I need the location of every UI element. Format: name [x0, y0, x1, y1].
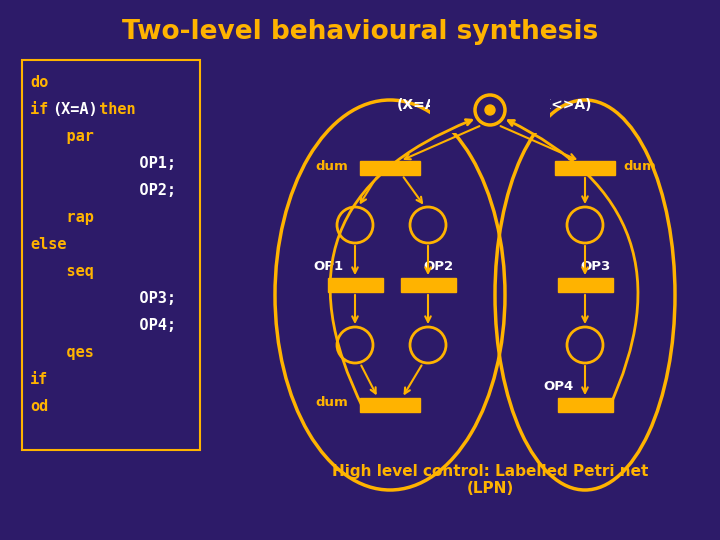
Text: (X<>A): (X<>A) — [534, 98, 592, 112]
Circle shape — [567, 207, 603, 243]
Text: OP2: OP2 — [423, 260, 453, 273]
Bar — [360, 398, 420, 412]
Text: High level control: Labelled Petri net
(LPN): High level control: Labelled Petri net (… — [332, 464, 648, 496]
Text: (X=A): (X=A) — [53, 102, 98, 117]
Circle shape — [337, 207, 373, 243]
Text: then: then — [90, 102, 135, 117]
Text: seq: seq — [30, 264, 94, 279]
Text: OP3;: OP3; — [30, 291, 176, 306]
Text: if: if — [30, 102, 58, 117]
Circle shape — [337, 327, 373, 363]
Text: dum: dum — [623, 159, 656, 172]
Bar — [328, 278, 382, 292]
Text: par: par — [30, 129, 94, 144]
Text: else: else — [30, 237, 66, 252]
Text: rap: rap — [30, 210, 94, 225]
Text: dum: dum — [315, 396, 348, 409]
Bar — [557, 398, 613, 412]
Circle shape — [485, 105, 495, 115]
Text: do: do — [30, 75, 48, 90]
Bar — [430, 78, 550, 133]
Bar — [400, 278, 456, 292]
Text: OP1;: OP1; — [30, 156, 176, 171]
Text: (X=A): (X=A) — [397, 98, 443, 112]
Circle shape — [410, 327, 446, 363]
Circle shape — [410, 207, 446, 243]
Circle shape — [475, 95, 505, 125]
Text: qes: qes — [30, 345, 94, 360]
Circle shape — [567, 327, 603, 363]
Text: OP4;: OP4; — [30, 318, 176, 333]
Bar — [22, 60, 200, 450]
Bar — [555, 161, 615, 175]
Text: if: if — [30, 372, 48, 387]
Text: OP4: OP4 — [543, 381, 573, 394]
Text: dum: dum — [315, 159, 348, 172]
Text: OP2;: OP2; — [30, 183, 176, 198]
Text: OP3: OP3 — [580, 260, 611, 273]
Text: Two-level behavioural synthesis: Two-level behavioural synthesis — [122, 19, 598, 45]
Text: od: od — [30, 399, 48, 414]
Text: OP1: OP1 — [313, 260, 343, 273]
Bar — [360, 161, 420, 175]
Bar — [557, 278, 613, 292]
